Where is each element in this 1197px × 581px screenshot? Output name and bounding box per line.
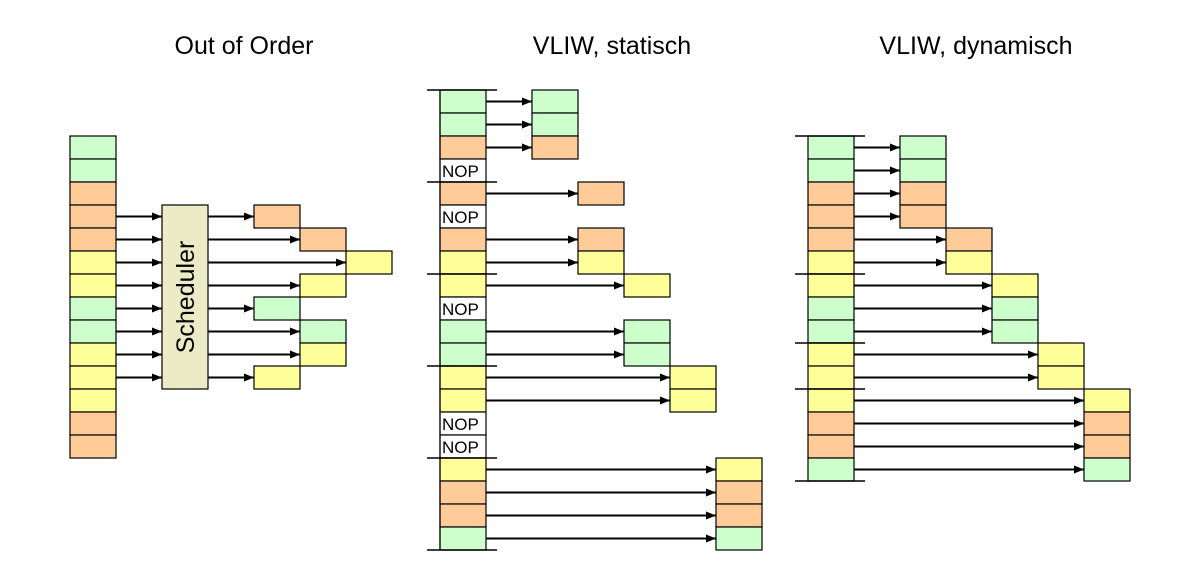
nop-label: NOP [442,438,479,457]
title-vliw-dynamic: VLIW, dynamisch [879,32,1073,60]
instruction-cell [69,135,117,160]
instruction-cell [439,526,487,551]
executed-cell [669,388,717,413]
executed-cell [715,480,763,505]
instruction-cell [807,388,855,413]
scheduler-label: Scheduler [172,241,200,354]
instruction-cell [69,227,117,252]
instruction-cell [439,457,487,482]
instruction-cell [439,89,487,114]
scheduled-cell [299,227,347,252]
executed-cell [623,273,671,298]
nop-label: NOP [442,208,479,227]
instruction-cell [69,181,117,206]
instruction-cell [807,365,855,390]
instruction-cell [69,411,117,436]
instruction-cell [439,135,487,160]
instruction-cell [439,503,487,528]
instruction-cell [69,388,117,413]
instruction-cell [439,181,487,206]
scheduled-cell [253,296,301,321]
executed-cell [991,319,1039,344]
executed-cell [715,526,763,551]
instruction-cell [807,135,855,160]
executed-cell [991,273,1039,298]
nop-label: NOP [442,415,479,434]
executed-cell [899,181,947,206]
executed-cell [669,365,717,390]
instruction-cell [807,273,855,298]
instruction-cell [807,319,855,344]
executed-cell [577,181,625,206]
scheduled-cell [299,273,347,298]
executed-cell [531,135,579,160]
executed-cell [1037,342,1085,367]
instruction-cell [439,112,487,137]
instruction-cell [807,227,855,252]
executed-cell [945,250,993,275]
executed-cell [577,250,625,275]
instruction-cell [69,204,117,229]
instruction-cell [807,411,855,436]
instruction-cell [439,227,487,252]
instruction-cell [439,250,487,275]
instruction-cell [69,365,117,390]
scheduled-cell [345,250,393,275]
executed-cell [531,112,579,137]
instruction-cell [807,342,855,367]
instruction-cell [69,319,117,344]
instruction-cell [807,296,855,321]
executed-cell [623,319,671,344]
instruction-cell [69,342,117,367]
executed-cell [623,342,671,367]
executed-cell [1083,457,1131,482]
scheduler-box [161,204,209,390]
scheduled-cell [253,365,301,390]
executed-cell [577,227,625,252]
instruction-cell [69,434,117,459]
executed-cell [531,89,579,114]
instruction-cell [439,480,487,505]
executed-cell [1083,388,1131,413]
instruction-cell [807,250,855,275]
title-out-of-order: Out of Order [174,32,314,60]
instruction-cell [807,434,855,459]
executed-cell [899,135,947,160]
executed-cell [899,204,947,229]
instruction-cell [439,273,487,298]
executed-cell [1037,365,1085,390]
instruction-cell [807,158,855,183]
instruction-cell [807,204,855,229]
executed-cell [715,457,763,482]
scheduled-cell [299,342,347,367]
instruction-cell [69,273,117,298]
instruction-cell [439,365,487,390]
instruction-cell [439,388,487,413]
instruction-cell [69,250,117,275]
executed-cell [1083,434,1131,459]
instruction-cell [69,158,117,183]
nop-label: NOP [442,162,479,181]
nop-label: NOP [442,300,479,319]
executed-cell [899,158,947,183]
instruction-cell [807,457,855,482]
executed-cell [715,503,763,528]
scheduled-cell [299,319,347,344]
executed-cell [991,296,1039,321]
title-vliw-static: VLIW, statisch [532,32,692,60]
instruction-cell [439,319,487,344]
instruction-cell [69,296,117,321]
instruction-cell [439,342,487,367]
instruction-cell [807,181,855,206]
executed-cell [945,227,993,252]
executed-cell [1083,411,1131,436]
scheduled-cell [253,204,301,229]
